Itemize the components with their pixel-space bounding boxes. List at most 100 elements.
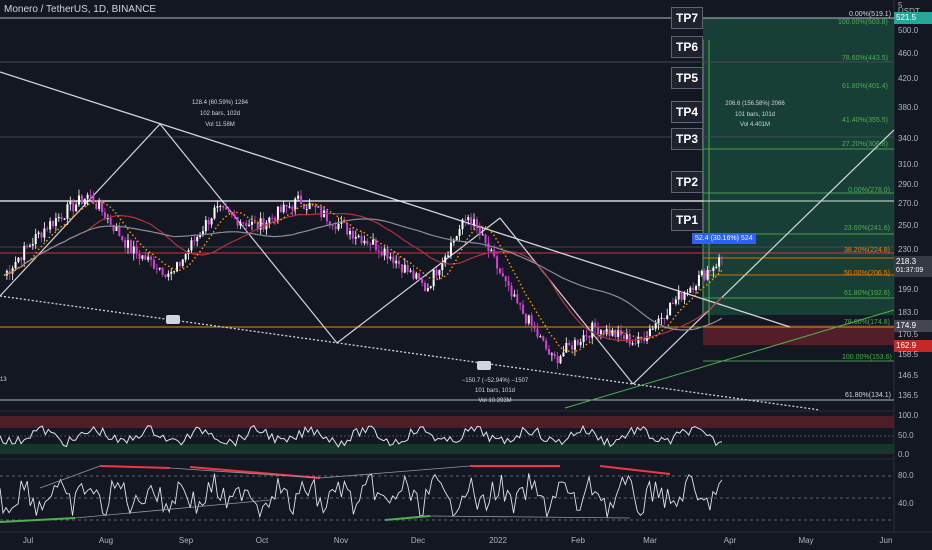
candle-body <box>674 299 677 304</box>
candle-body <box>501 273 504 277</box>
candle-body <box>126 240 129 248</box>
candle-body <box>490 249 493 252</box>
candle-body <box>34 234 37 245</box>
candle-body <box>46 228 49 230</box>
candle-body <box>213 207 216 219</box>
candle-body <box>233 214 236 217</box>
candle-body <box>527 315 530 324</box>
candle-body <box>170 271 173 274</box>
candle-body <box>426 287 429 291</box>
candle-body <box>423 282 426 291</box>
symbol-header[interactable]: Monero / TetherUS, 1D, BINANCE <box>4 4 157 15</box>
candle-body <box>571 345 574 350</box>
candle-body <box>199 235 202 237</box>
divergence-line <box>384 515 431 521</box>
price-tick: 170.5 <box>898 330 919 339</box>
moving-average-red <box>3 212 723 342</box>
fib-label: 38.20%(224.8) <box>844 247 890 254</box>
time-label: 2022 <box>489 536 507 545</box>
pattern-line <box>336 217 501 344</box>
candle-body <box>585 335 588 337</box>
drag-handle[interactable] <box>477 361 491 370</box>
candle-body <box>481 234 484 236</box>
candle-body <box>106 218 109 220</box>
candle-body <box>343 221 346 224</box>
candle-body <box>225 207 228 210</box>
candle-body <box>438 270 441 276</box>
candle-body <box>406 264 409 272</box>
fib-label: 100.00%(503.8) <box>838 19 888 26</box>
candle-body <box>389 256 392 259</box>
candle-body <box>98 201 101 209</box>
candle-body <box>599 330 602 335</box>
divergence-guide <box>74 499 271 519</box>
candle-body <box>337 223 340 230</box>
candle-body <box>161 267 164 275</box>
countdown-tag: 01:37:09 <box>894 265 932 277</box>
price-tick: 270.0 <box>898 199 919 208</box>
fib-label: 78.60%(174.8) <box>844 319 890 326</box>
candle-body <box>250 221 253 225</box>
candle-body <box>470 217 473 226</box>
candle-body <box>631 343 634 345</box>
fib-label: 61.80%(134.1) <box>845 392 891 399</box>
candle-body <box>314 205 317 208</box>
price-tick: 310.0 <box>898 160 919 169</box>
candle-body <box>351 230 354 239</box>
candle-body <box>380 251 383 256</box>
candle-body <box>432 269 435 287</box>
price-tick: 146.5 <box>898 371 919 380</box>
tp3-label: TP3 <box>671 128 703 150</box>
candle-body <box>144 255 147 260</box>
price-tick: 290.0 <box>898 180 919 189</box>
candle-body <box>539 336 542 338</box>
candle-body <box>522 304 525 315</box>
long-position-target-zone <box>703 18 894 315</box>
candle-body <box>115 226 118 232</box>
candle-body <box>86 194 89 199</box>
candle-body <box>643 337 646 341</box>
price-tick: 460.0 <box>898 49 919 58</box>
candle-body <box>236 216 239 226</box>
candle-body <box>135 246 138 254</box>
candle-body <box>709 270 712 272</box>
candle-body <box>17 257 20 262</box>
candle-body <box>103 212 106 219</box>
left-edge-label: 13 <box>0 377 7 383</box>
candle-body <box>366 240 369 245</box>
candle-body <box>230 212 233 215</box>
upper-measure-line-1: 128.4 (60.59%) 1284 <box>191 100 249 106</box>
right-measure-line-2: 101 bars, 101d <box>734 112 776 118</box>
osc-tick: 80.0 <box>898 471 914 480</box>
lower-measure-line-1: −150.7 (−52.94%) −1507 <box>461 378 529 384</box>
candle-body <box>392 256 395 264</box>
price-tick: 5 <box>898 1 903 10</box>
candle-body <box>683 292 686 300</box>
candle-body <box>288 206 291 208</box>
fib-label: 0.00%(519.1) <box>849 11 892 18</box>
candle-body <box>530 315 533 326</box>
candle-body <box>285 204 288 207</box>
candle-body <box>325 210 328 222</box>
candle-body <box>31 244 34 246</box>
price-tick: 230.0 <box>898 245 919 254</box>
drag-handle[interactable] <box>166 315 180 324</box>
candle-body <box>553 353 556 357</box>
candle-body <box>651 328 654 330</box>
candle-body <box>697 275 700 287</box>
descending-support-line <box>0 295 821 411</box>
candle-body <box>568 343 571 346</box>
candle-body <box>26 245 29 247</box>
candle-body <box>222 205 225 208</box>
candle-body <box>429 286 432 288</box>
candle-body <box>467 217 470 221</box>
candle-body <box>700 270 703 276</box>
long-position-label[interactable]: 52.4 (30.16%) 524 <box>692 233 756 244</box>
candle-body <box>625 334 628 340</box>
candle-body <box>360 235 363 244</box>
tp7-label: TP7 <box>671 7 703 29</box>
fib-label: 0.00%(278.0) <box>848 187 891 194</box>
price-tick: 500.0 <box>898 26 919 35</box>
price-tick: 250.0 <box>898 221 919 230</box>
